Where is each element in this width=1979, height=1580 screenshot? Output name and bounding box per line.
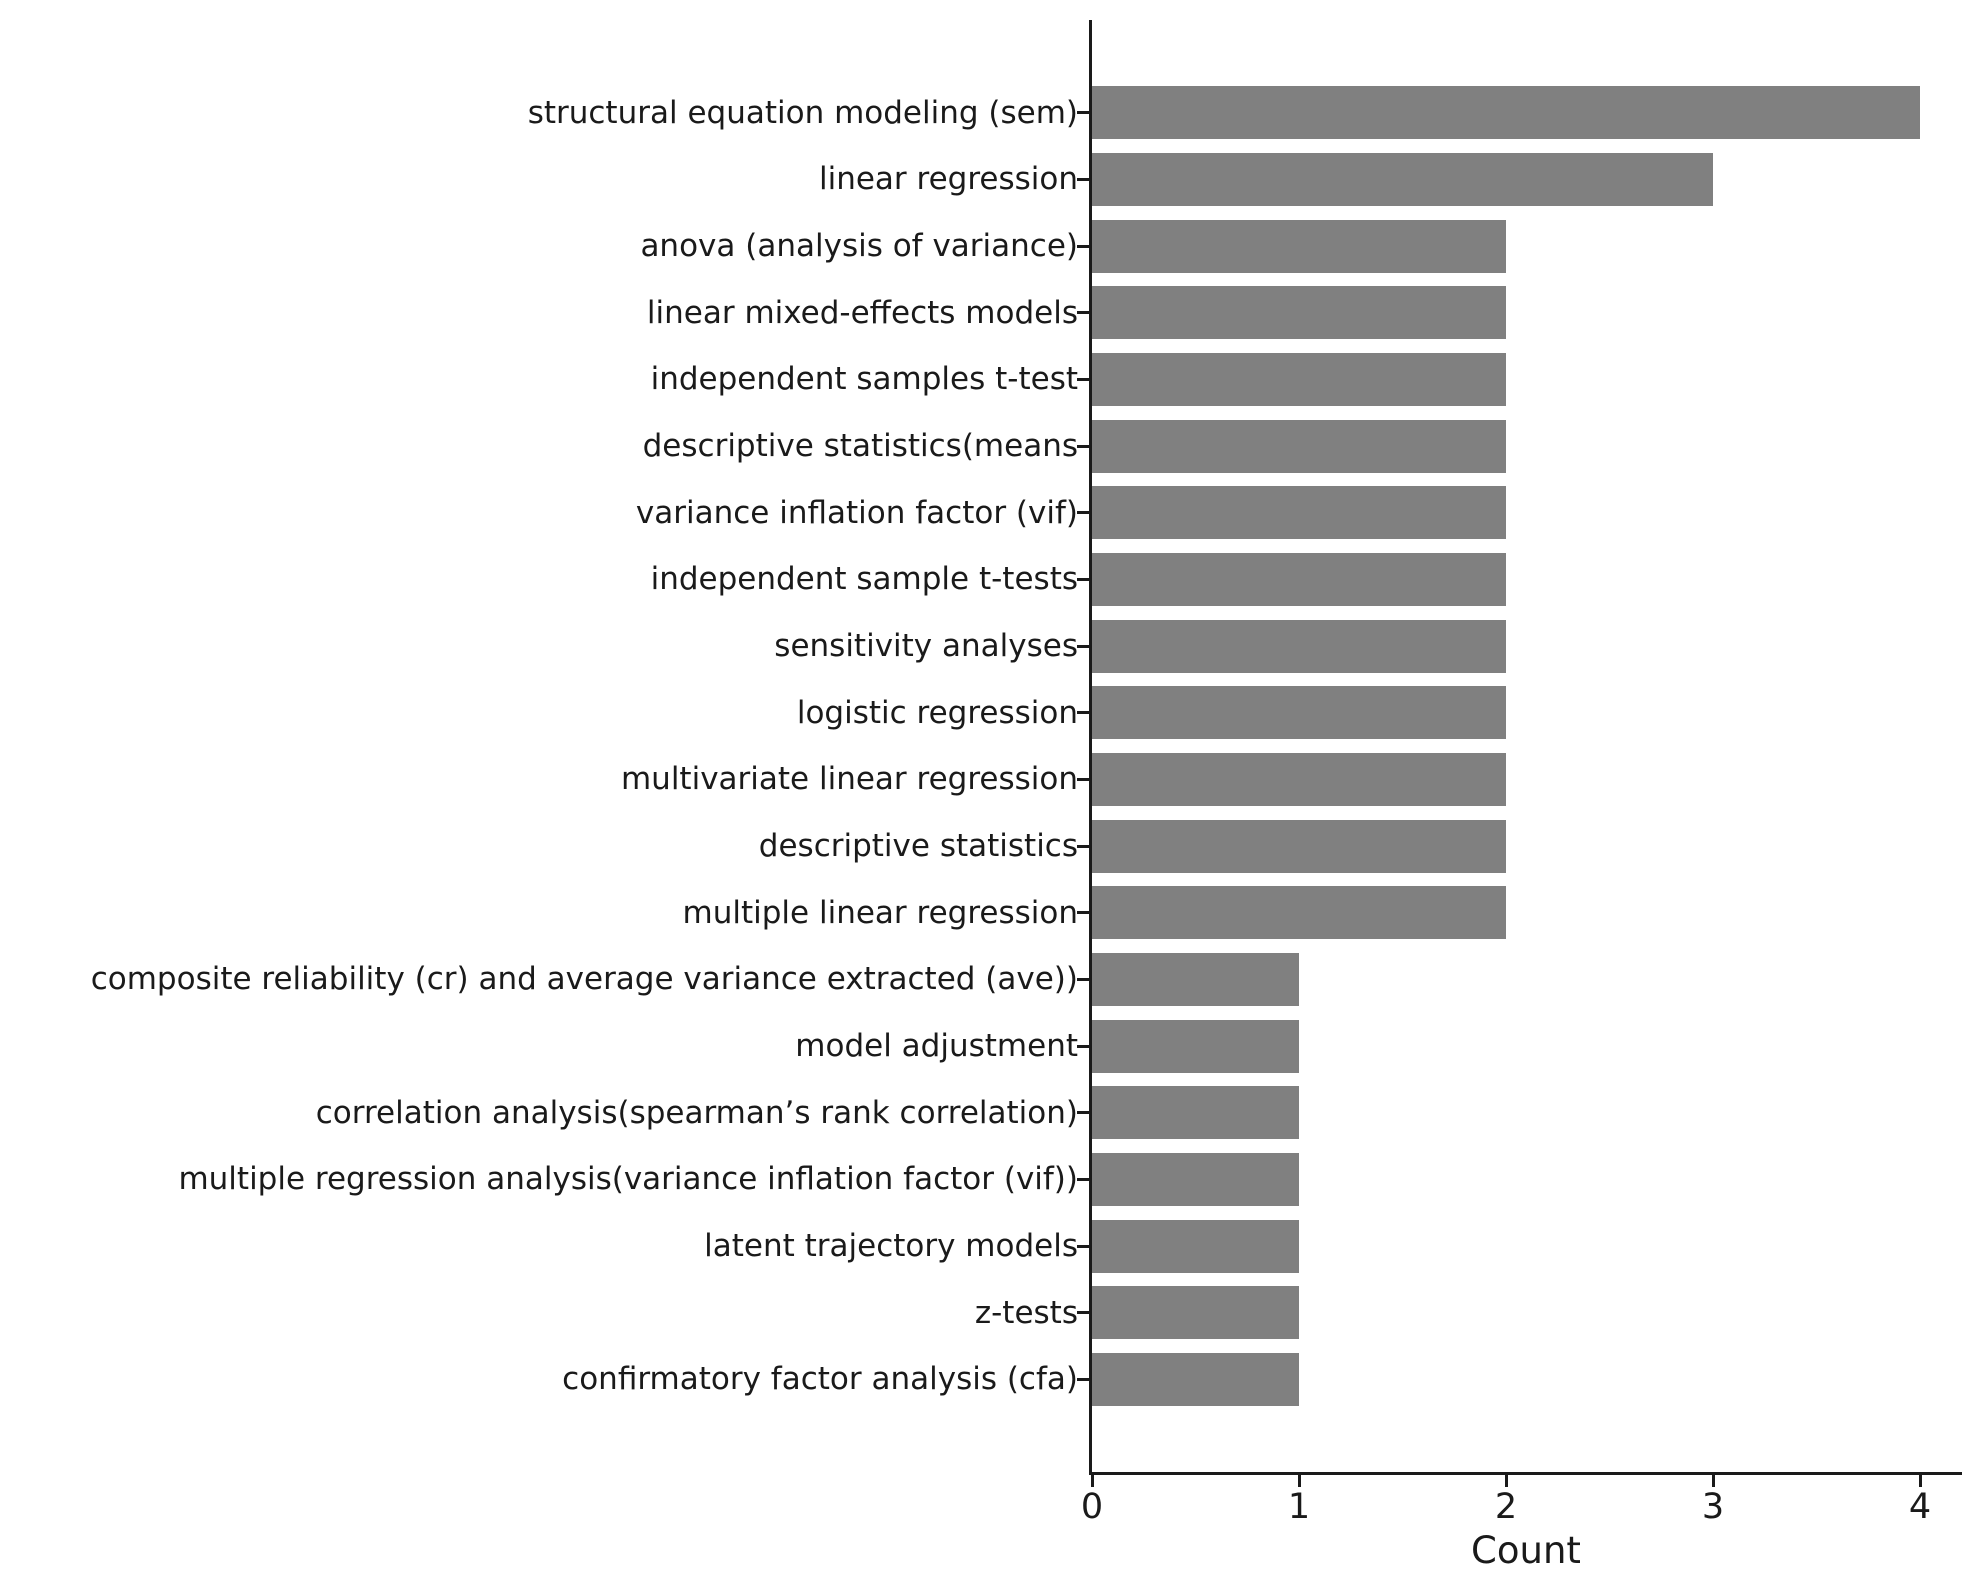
y-tick-mark	[1077, 844, 1089, 848]
category-label: independent samples t-test	[650, 361, 1078, 398]
category-label: correlation analysis(spearman’s rank cor…	[315, 1094, 1078, 1131]
category-label: multivariate linear regression	[620, 761, 1078, 798]
category-label: variance inflation factor (vif)	[635, 494, 1078, 531]
y-tick-mark	[1077, 311, 1089, 315]
category-label: confirmatory factor analysis (cfa)	[562, 1361, 1078, 1398]
x-tick-label: 4	[1908, 1487, 1932, 1527]
category-label: anova (analysis of variance)	[640, 228, 1078, 265]
category-label: sensitivity analyses	[774, 628, 1078, 665]
bar	[1092, 1219, 1299, 1273]
category-label: independent sample t-tests	[650, 561, 1078, 598]
category-label: composite reliability (cr) and average v…	[90, 961, 1078, 998]
category-label: z-tests	[974, 1294, 1078, 1331]
category-label: multiple linear regression	[682, 894, 1078, 931]
bar	[1092, 1152, 1299, 1206]
y-tick-mark	[1077, 444, 1089, 448]
bar	[1092, 1086, 1299, 1140]
bar	[1092, 486, 1506, 540]
bar	[1092, 152, 1713, 206]
x-tick-mark	[1504, 1475, 1508, 1487]
y-tick-mark	[1077, 177, 1089, 181]
bar	[1092, 819, 1506, 873]
bar	[1092, 286, 1506, 340]
y-tick-mark	[1077, 1044, 1089, 1048]
category-label: multiple regression analysis(variance in…	[178, 1161, 1078, 1198]
x-axis-title: Count	[1471, 1529, 1581, 1572]
category-label: structural equation modeling (sem)	[527, 94, 1078, 131]
y-tick-mark	[1077, 777, 1089, 781]
category-label: logistic regression	[796, 694, 1078, 731]
bar	[1092, 686, 1506, 740]
category-label: latent trajectory models	[704, 1228, 1078, 1265]
y-tick-mark	[1077, 244, 1089, 248]
bar	[1092, 1352, 1299, 1406]
y-tick-mark	[1077, 1377, 1089, 1381]
x-tick-mark	[1297, 1475, 1301, 1487]
y-tick-mark	[1077, 377, 1089, 381]
category-label: linear regression	[818, 161, 1078, 198]
bar	[1092, 352, 1506, 406]
bar	[1092, 1019, 1299, 1073]
y-tick-mark	[1077, 644, 1089, 648]
y-tick-mark	[1077, 1311, 1089, 1315]
category-label: descriptive statistics	[758, 828, 1078, 865]
bar	[1092, 886, 1506, 940]
bar	[1092, 552, 1506, 606]
y-tick-mark	[1077, 577, 1089, 581]
y-axis-spine	[1089, 20, 1092, 1475]
y-tick-mark	[1077, 1111, 1089, 1115]
bar	[1092, 86, 1920, 140]
category-label: linear mixed-effects models	[646, 294, 1078, 331]
bar	[1092, 1286, 1299, 1340]
bar	[1092, 952, 1299, 1006]
x-tick-mark	[1090, 1475, 1094, 1487]
x-tick-label: 0	[1080, 1487, 1104, 1527]
category-label: descriptive statistics(means	[642, 428, 1078, 465]
bar	[1092, 219, 1506, 273]
bar	[1092, 752, 1506, 806]
y-tick-mark	[1077, 911, 1089, 915]
x-tick-mark	[1711, 1475, 1715, 1487]
y-tick-mark	[1077, 1244, 1089, 1248]
y-tick-mark	[1077, 711, 1089, 715]
x-tick-label: 1	[1287, 1487, 1311, 1527]
y-tick-mark	[1077, 111, 1089, 115]
bar	[1092, 419, 1506, 473]
bar	[1092, 619, 1506, 673]
x-tick-label: 2	[1494, 1487, 1518, 1527]
y-tick-mark	[1077, 511, 1089, 515]
x-tick-mark	[1918, 1475, 1922, 1487]
x-tick-label: 3	[1701, 1487, 1725, 1527]
y-tick-mark	[1077, 1177, 1089, 1181]
x-axis-spine	[1089, 1472, 1962, 1475]
category-label: model adjustment	[795, 1028, 1078, 1065]
y-tick-mark	[1077, 977, 1089, 981]
